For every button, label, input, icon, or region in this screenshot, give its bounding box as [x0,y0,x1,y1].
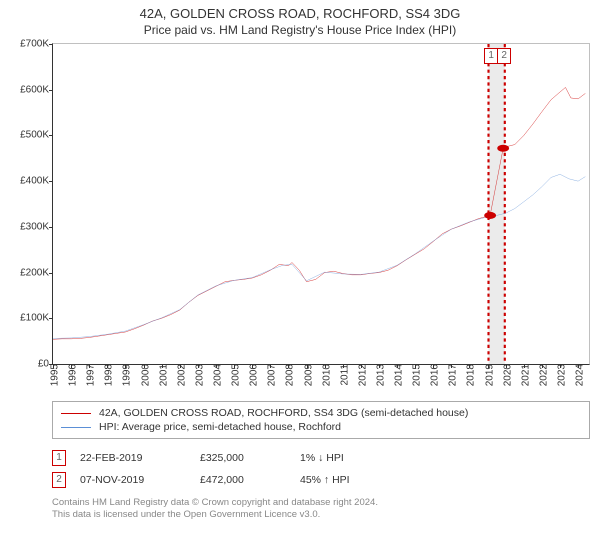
sales-table: 1 22-FEB-2019 £325,000 1% ↓ HPI 2 07-NOV… [52,447,590,491]
legend: 42A, GOLDEN CROSS ROAD, ROCHFORD, SS4 3D… [52,401,590,439]
legend-label: 42A, GOLDEN CROSS ROAD, ROCHFORD, SS4 3D… [99,407,468,419]
chart-svg [53,44,589,364]
chart-subtitle: Price paid vs. HM Land Registry's House … [0,23,600,37]
sale-marker-label: 1 [484,48,498,64]
sales-row-date: 22-FEB-2019 [80,452,200,464]
sale-marker-label: 2 [497,48,511,64]
sales-row-delta: 1% ↓ HPI [300,452,410,464]
sales-row-date: 07-NOV-2019 [80,474,200,486]
sales-row-index: 1 [52,450,66,466]
legend-item: HPI: Average price, semi-detached house,… [61,420,581,434]
sales-row-price: £325,000 [200,452,300,464]
sales-row-delta: 45% ↑ HPI [300,474,410,486]
legend-item: 42A, GOLDEN CROSS ROAD, ROCHFORD, SS4 3D… [61,406,581,420]
footer-line-1: Contains HM Land Registry data © Crown c… [52,497,590,509]
chart-plot-area: £0£100K£200K£300K£400K£500K£600K£700K199… [52,43,590,365]
chart-container: { "title": "42A, GOLDEN CROSS ROAD, ROCH… [0,0,600,521]
sales-row-index: 2 [52,472,66,488]
title-block: 42A, GOLDEN CROSS ROAD, ROCHFORD, SS4 3D… [0,0,600,37]
legend-swatch [61,413,91,414]
legend-label: HPI: Average price, semi-detached house,… [99,421,341,433]
footer-line-2: This data is licensed under the Open Gov… [52,509,590,521]
legend-swatch [61,427,91,428]
footer-text: Contains HM Land Registry data © Crown c… [52,497,590,521]
sales-row: 1 22-FEB-2019 £325,000 1% ↓ HPI [52,447,590,469]
chart-title: 42A, GOLDEN CROSS ROAD, ROCHFORD, SS4 3D… [0,6,600,21]
sales-row: 2 07-NOV-2019 £472,000 45% ↑ HPI [52,469,590,491]
sales-row-price: £472,000 [200,474,300,486]
